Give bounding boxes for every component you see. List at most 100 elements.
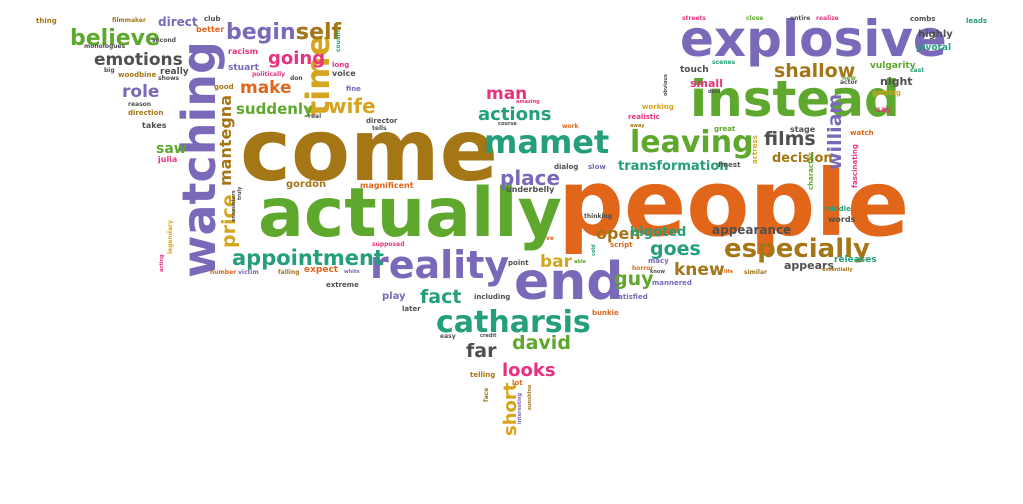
word-shallow: shallow (774, 60, 856, 82)
word-truly: truly (237, 186, 243, 200)
word-wife: wife (328, 94, 376, 118)
word-real: real (308, 113, 322, 120)
word-direct: direct (158, 15, 198, 29)
word-fine: fine (346, 85, 361, 93)
word-self: self (296, 20, 342, 45)
word-face: face (483, 387, 490, 402)
word-david: david (512, 332, 571, 354)
word-script: script (610, 241, 633, 249)
word-transformation: transformation (618, 159, 729, 174)
word-tells: tells (372, 125, 387, 132)
word-going: going (268, 48, 326, 69)
word-falling: falling (278, 269, 300, 276)
word-mannered: mannered (652, 279, 692, 287)
word-leads: leads (966, 17, 988, 25)
word-actor: actor (840, 79, 858, 86)
word-finest: finest (718, 161, 741, 169)
word-long: long (332, 61, 350, 69)
word-knew: knew (674, 260, 725, 280)
word-combs: combs (910, 15, 936, 23)
word-stuart: stuart (228, 63, 259, 73)
word-don: don (290, 75, 303, 82)
word-big: big (104, 67, 115, 74)
word-gordon: gordon (286, 179, 327, 190)
word-mantegna: mantegna (216, 95, 235, 186)
word-highly: highly (918, 29, 953, 40)
word-fascinating: fascinating (851, 144, 859, 188)
word-legendary: legendary (167, 220, 174, 254)
word-victim: victim (238, 269, 259, 276)
word-macy: macy (648, 257, 669, 265)
word-leaving: leaving (630, 125, 754, 160)
word-sunshine: sunshine (527, 384, 533, 410)
word-similar: similar (744, 269, 768, 276)
word-monologues: monologues (84, 43, 126, 50)
word-point: point (508, 259, 529, 267)
word-guy: guy (614, 268, 654, 290)
word-didn: didn (708, 89, 721, 95)
word-thing: thing (36, 17, 57, 25)
word-away: away (630, 123, 645, 129)
word-know: know (650, 269, 665, 275)
word-goes: goes (650, 238, 701, 260)
word-shows: shows (158, 75, 180, 82)
word-director: director (366, 117, 398, 125)
word-scenes: scenes (712, 59, 736, 66)
word-night: night (880, 75, 913, 88)
word-obvious: obvious (663, 74, 669, 96)
word-believe: believe (70, 26, 160, 51)
word-pivotal: pivotal (916, 43, 952, 53)
word-extreme: extreme (326, 281, 359, 289)
word-small: small (690, 77, 723, 90)
word-close: close (746, 15, 764, 22)
word-films: films (764, 128, 816, 150)
word-actress: actress (751, 135, 759, 164)
word-touch: touch (680, 65, 709, 75)
word-white: white (344, 269, 360, 275)
word-later: later (402, 305, 421, 313)
word-say: say (876, 105, 892, 114)
word-make: make (240, 78, 292, 98)
word-realistic: realistic (628, 113, 660, 121)
word-catharsis: catharsis (436, 305, 591, 340)
word-reality: reality (370, 243, 510, 287)
word-far: far (466, 340, 497, 362)
word-cousin: cousin (335, 30, 342, 52)
word-better: better (196, 25, 225, 34)
word-julia: julia (158, 155, 178, 164)
word-lot: lot (512, 379, 523, 387)
word-place: place (500, 166, 561, 190)
word-mamet: mamet (484, 123, 610, 161)
word-role: role (122, 82, 160, 102)
word-telling: telling (470, 371, 496, 379)
word-politically: politically (252, 71, 286, 78)
word-easy: easy (440, 333, 456, 340)
word-racism: racism (228, 47, 258, 56)
word-ve: ve (546, 235, 554, 242)
word-open: open (596, 224, 641, 243)
word-getting: getting (872, 89, 901, 97)
word-entire: entire (790, 15, 811, 22)
word-cast: cast (910, 67, 925, 74)
word-saw: saw (156, 141, 187, 157)
word-second: second (152, 37, 176, 44)
word-begins: begins (226, 20, 309, 45)
word-voice: voice (332, 69, 356, 78)
word-working: working (642, 103, 674, 111)
word-underbelly: underbelly (506, 185, 555, 194)
word-good: good (214, 83, 234, 91)
word-especially: especially (724, 234, 870, 264)
word-instead: instead (690, 70, 900, 128)
word-takes: takes (142, 121, 167, 130)
word-people: people (558, 150, 910, 257)
word-including: including (474, 293, 511, 301)
word-vulgarity: vulgarity (870, 61, 916, 71)
word-acting: acting (159, 254, 165, 272)
word-streets: streets (682, 15, 706, 22)
word-expect: expect (304, 265, 339, 275)
word-amazing: amazing (516, 99, 540, 105)
word-course: course (498, 121, 517, 127)
word-direction: direction (128, 109, 164, 117)
word-number: number (210, 269, 237, 276)
word-horror: horror (632, 265, 654, 272)
